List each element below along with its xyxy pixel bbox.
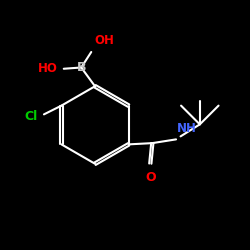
Text: HO: HO (38, 62, 58, 75)
Text: Cl: Cl (24, 110, 37, 123)
Text: NH: NH (177, 122, 197, 135)
Text: OH: OH (94, 34, 114, 46)
Text: B: B (76, 61, 86, 74)
Text: O: O (145, 171, 156, 184)
